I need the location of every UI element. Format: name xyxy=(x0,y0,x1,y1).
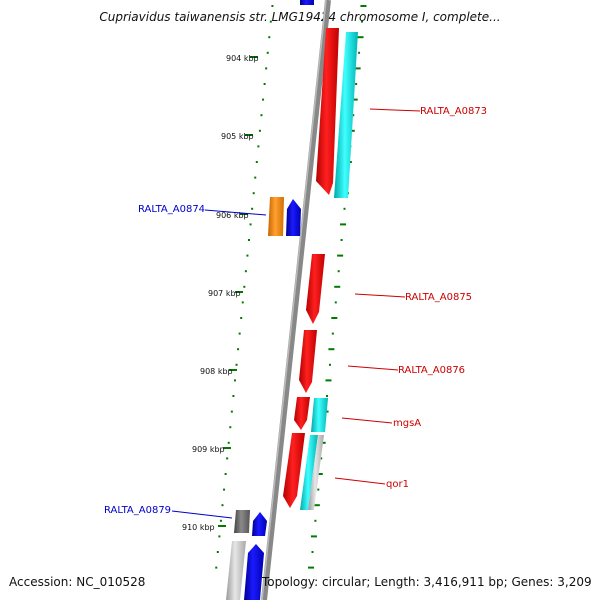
accession-text: Accession: NC_010528 xyxy=(9,575,146,589)
gene-RALTA_A0879[interactable] xyxy=(252,512,267,536)
gene-label-RALTA_A0879[interactable]: RALTA_A0879 xyxy=(104,505,171,516)
gene-RALTA_A0873[interactable] xyxy=(316,28,339,195)
ruler-tick-label: 906 kbp xyxy=(216,211,249,220)
gray-feature xyxy=(234,510,250,533)
leader-line xyxy=(369,108,421,112)
leader-lines xyxy=(171,108,421,519)
gene-reverse-partial[interactable] xyxy=(300,0,314,5)
cds-feature xyxy=(300,435,318,510)
gene-RALTA_A0876[interactable] xyxy=(299,330,317,393)
gene-labels: RALTA_A0873 RALTA_A0875 RALTA_A0876 mgsA… xyxy=(104,106,487,516)
reverse-genes xyxy=(244,0,314,600)
leader-line xyxy=(341,417,393,424)
cds-features xyxy=(300,32,358,510)
light-gray-feature xyxy=(226,541,246,600)
orange-feature xyxy=(268,197,284,236)
cds-feature xyxy=(311,398,328,432)
leader-line xyxy=(354,293,406,298)
leader-line xyxy=(334,477,386,485)
genome-summary-text: Topology: circular; Length: 3,416,911 bp… xyxy=(262,575,592,589)
gene-mgsA[interactable] xyxy=(294,397,310,430)
genome-backbone xyxy=(261,0,331,600)
gene-label-RALTA_A0876[interactable]: RALTA_A0876 xyxy=(398,365,465,376)
ruler-tick-label: 909 kbp xyxy=(192,445,225,454)
leader-line xyxy=(171,510,233,519)
leader-line xyxy=(347,365,399,371)
gene-label-RALTA_A0873[interactable]: RALTA_A0873 xyxy=(420,106,487,117)
gene-reverse[interactable] xyxy=(244,544,264,600)
forward-genes xyxy=(283,28,339,508)
gene-label-mgsA[interactable]: mgsA xyxy=(393,418,421,429)
other-features xyxy=(226,197,284,600)
ruler-tick-label: 907 kbp xyxy=(208,289,241,298)
map-title: Cupriavidus taiwanensis str. LMG19424 ch… xyxy=(99,10,501,24)
cds-feature xyxy=(334,32,358,198)
genome-backbone-highlight xyxy=(261,0,327,600)
gene-qor1[interactable] xyxy=(283,433,305,508)
leader-line xyxy=(204,209,267,216)
ruler-tick-label: 910 kbp xyxy=(182,523,215,532)
gene-label-RALTA_A0874[interactable]: RALTA_A0874 xyxy=(138,204,205,215)
gene-RALTA_A0875[interactable] xyxy=(306,254,325,324)
gene-label-qor1[interactable]: qor1 xyxy=(386,479,409,490)
ruler: 904 kbp 905 kbp 906 kbp 907 kbp 908 kbp … xyxy=(182,54,259,532)
left-dotted-guide xyxy=(215,5,274,569)
cds-feature xyxy=(308,435,324,510)
ruler-tick-label: 904 kbp xyxy=(226,54,259,63)
ruler-tick-label: 908 kbp xyxy=(200,367,233,376)
gene-RALTA_A0874[interactable] xyxy=(286,199,301,236)
gene-label-RALTA_A0875[interactable]: RALTA_A0875 xyxy=(405,292,472,303)
ruler-tick-label: 905 kbp xyxy=(221,132,254,141)
